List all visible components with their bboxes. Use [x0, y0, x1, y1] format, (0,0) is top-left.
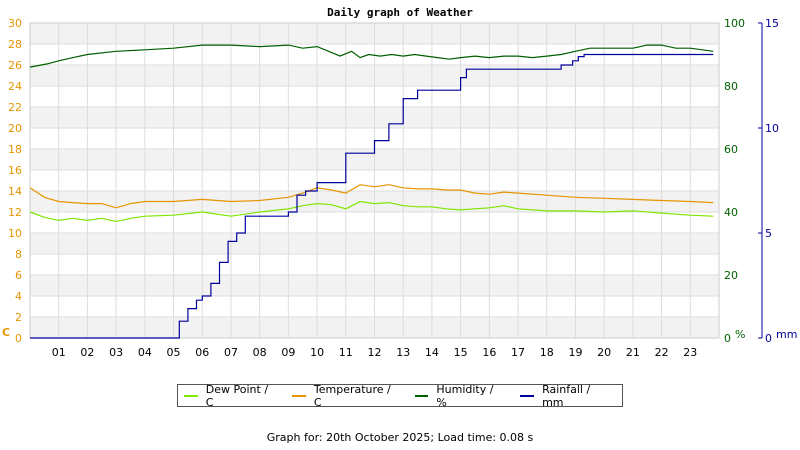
x-tick-label: 07 — [224, 346, 238, 359]
x-tick-label: 03 — [109, 346, 123, 359]
weather-chart: Daily graph of Weather 02468101214161820… — [2, 6, 797, 359]
legend-swatch-humidity — [414, 394, 429, 397]
x-tick-label: 15 — [454, 346, 468, 359]
y-tick-label-rain: 5 — [765, 227, 772, 240]
y-tick-label-left: 4 — [15, 290, 22, 303]
x-tick-label: 12 — [368, 346, 382, 359]
x-tick-label: 14 — [425, 346, 439, 359]
y-tick-label-left: 12 — [8, 206, 22, 219]
y-tick-label-humidity: 80 — [724, 80, 738, 93]
y-tick-label-left: 28 — [8, 38, 22, 51]
x-tick-label: 16 — [482, 346, 496, 359]
legend-item-rainfall: Rainfall / mm — [520, 383, 614, 409]
y-tick-label-left: 6 — [15, 269, 22, 282]
x-tick-label: 19 — [568, 346, 582, 359]
chart-legend: Dew Point / C Temperature / C Humidity /… — [177, 382, 623, 409]
x-tick-label: 08 — [253, 346, 267, 359]
x-tick-label: 23 — [683, 346, 697, 359]
x-tick-label: 22 — [655, 346, 669, 359]
y-tick-label-left: 8 — [15, 248, 22, 261]
series-line-humidity — [29, 44, 714, 68]
x-tick-label: 01 — [52, 346, 66, 359]
x-tick-label: 21 — [626, 346, 640, 359]
y-tick-label-left: 14 — [8, 185, 22, 198]
y-tick-label-humidity: 40 — [724, 206, 738, 219]
x-tick-label: 02 — [80, 346, 94, 359]
y-tick-label-left: 0 — [15, 332, 22, 345]
legend-swatch-dew-point — [184, 394, 198, 397]
x-tick-label: 06 — [195, 346, 209, 359]
x-tick-label: 10 — [310, 346, 324, 359]
chart-title: Daily graph of Weather — [327, 6, 473, 19]
y-tick-label-left: 26 — [8, 59, 22, 72]
legend-item-humidity: Humidity / % — [414, 382, 507, 409]
y-tick-label-left: 20 — [8, 122, 22, 135]
y-tick-label-left: 30 — [8, 17, 22, 30]
y-tick-label-humidity: 0 — [724, 332, 731, 345]
legend-label-humidity: Humidity / % — [436, 382, 494, 409]
plot-frame — [29, 22, 720, 339]
x-tick-label: 09 — [281, 346, 295, 359]
legend-item-temperature: Temperature / C — [292, 383, 401, 409]
y-tick-label-humidity: 60 — [724, 143, 738, 156]
y-tick-label-rain: 0 — [765, 332, 772, 345]
y-tick-label-left: 2 — [15, 311, 22, 324]
chart-gridlines — [30, 22, 719, 339]
legend-label-temperature: Temperature / C — [313, 382, 391, 409]
graph-footer: Graph for: 20th October 2025; Load time:… — [266, 431, 534, 444]
legend-item-dew-point: Dew Point / C — [184, 383, 278, 409]
y-tick-label-left: 22 — [8, 101, 22, 114]
x-tick-label: 05 — [167, 346, 181, 359]
humidity-axis-unit: % — [735, 328, 745, 341]
series-line-dew-point — [29, 200, 714, 223]
chart-series — [29, 44, 714, 339]
series-line-rainfall — [30, 53, 714, 339]
x-tick-label: 11 — [339, 346, 353, 359]
y-tick-label-left: 10 — [8, 227, 22, 240]
series-line-temperature — [29, 184, 714, 209]
y-tick-label-rain: 15 — [765, 17, 779, 30]
x-tick-label: 17 — [511, 346, 525, 359]
y-tick-label-humidity: 20 — [724, 269, 738, 282]
legend-swatch-temperature — [292, 394, 306, 397]
y-tick-label-humidity: 100 — [724, 17, 745, 30]
left-axis-unit: C — [2, 326, 10, 339]
y-tick-label-left: 24 — [8, 80, 22, 93]
legend-label-dew-point: Dew Point / C — [205, 382, 269, 409]
x-tick-label: 18 — [540, 346, 554, 359]
rain-axis-unit: mm — [776, 328, 797, 341]
x-tick-label: 13 — [396, 346, 410, 359]
legend-swatch-rainfall — [520, 394, 535, 397]
legend-label-rainfall: Rainfall / mm — [542, 382, 591, 409]
y-tick-label-rain: 10 — [765, 122, 779, 135]
x-tick-label: 04 — [138, 346, 152, 359]
x-tick-label: 20 — [597, 346, 611, 359]
y-tick-label-left: 16 — [8, 164, 22, 177]
y-tick-label-left: 18 — [8, 143, 22, 156]
